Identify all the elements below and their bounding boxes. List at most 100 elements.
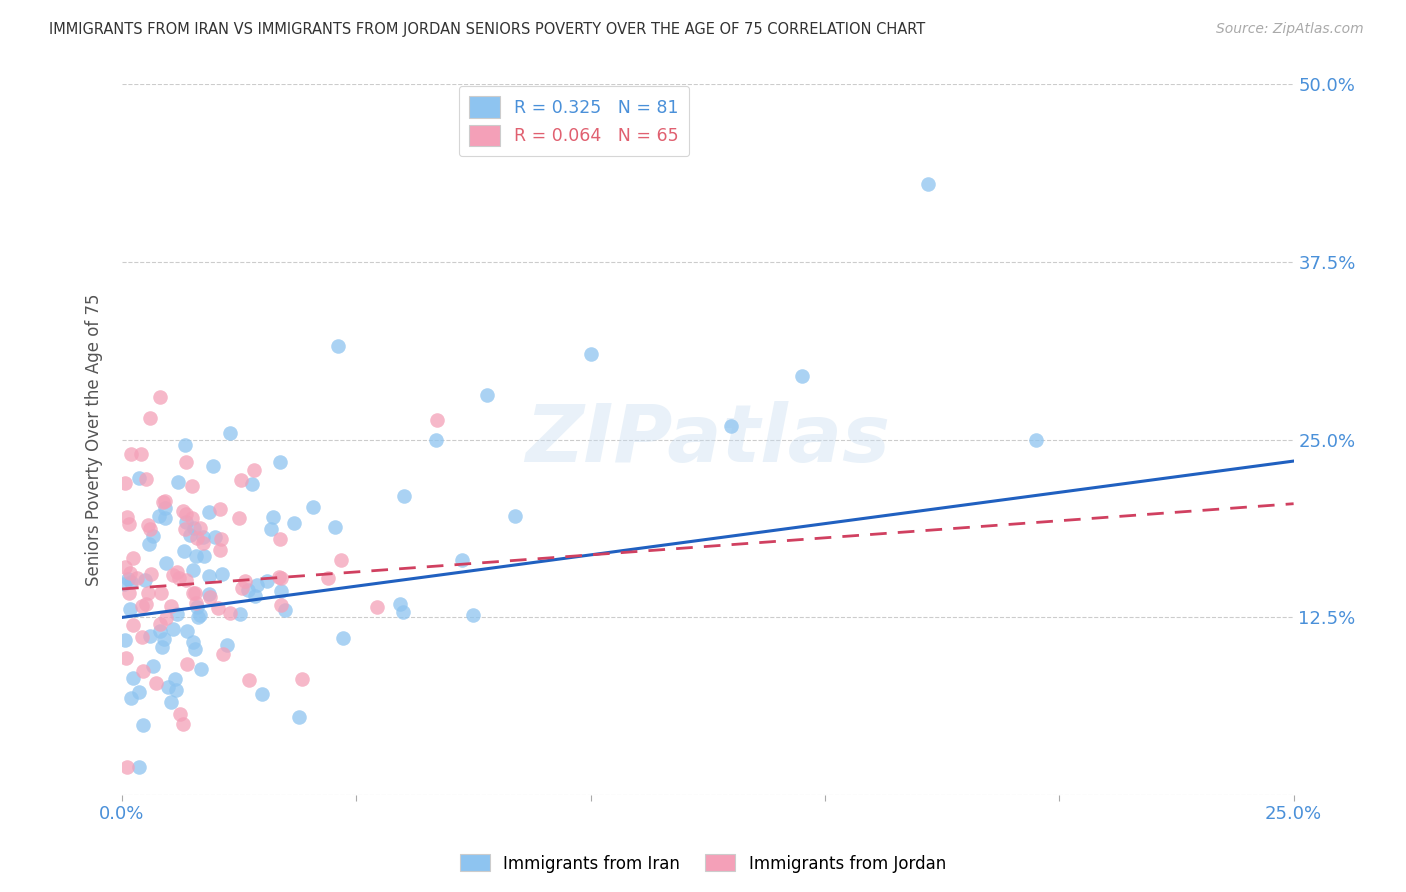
Point: [155, 511, 177, 525]
Point: [155, 611, 177, 625]
Point: [204, 530, 226, 544]
Point: [183, 521, 205, 535]
Point: [326, 339, 349, 353]
Point: [179, 528, 201, 542]
Point: [184, 641, 207, 656]
Point: [114, 559, 136, 574]
Point: [153, 632, 176, 646]
Point: [218, 426, 240, 441]
Point: [166, 565, 188, 579]
Point: [451, 553, 474, 567]
Point: [235, 574, 257, 589]
Point: [201, 458, 224, 473]
Point: [132, 664, 155, 678]
Point: [122, 672, 145, 686]
Point: [329, 553, 352, 567]
Text: Source: ZipAtlas.com: Source: ZipAtlas.com: [1216, 22, 1364, 37]
Point: [148, 390, 170, 404]
Point: [166, 607, 188, 622]
Point: [283, 516, 305, 530]
Point: [176, 657, 198, 672]
Point: [122, 617, 145, 632]
Point: [165, 682, 187, 697]
Point: [209, 532, 232, 546]
Point: [155, 500, 177, 515]
Point: [181, 563, 204, 577]
Point: [240, 477, 263, 491]
Text: ZIPatlas: ZIPatlas: [526, 401, 890, 479]
Point: [475, 388, 498, 402]
Legend: R = 0.325   N = 81, R = 0.064   N = 65: R = 0.325 N = 81, R = 0.064 N = 65: [458, 86, 689, 156]
Point: [198, 505, 221, 519]
Point: [219, 606, 242, 620]
Point: [174, 507, 197, 521]
Point: [332, 632, 354, 646]
Point: [245, 589, 267, 603]
Y-axis label: Seniors Poverty Over the Age of 75: Seniors Poverty Over the Age of 75: [86, 293, 103, 586]
Point: [120, 691, 142, 706]
Point: [211, 567, 233, 582]
Point: [229, 607, 252, 621]
Point: [128, 684, 150, 698]
Point: [134, 574, 156, 588]
Point: [135, 597, 157, 611]
Point: [167, 475, 190, 489]
Point: [193, 549, 215, 563]
Point: [152, 494, 174, 508]
Point: [149, 586, 172, 600]
Point: [114, 476, 136, 491]
Point: [463, 607, 485, 622]
Point: [174, 523, 197, 537]
Point: [180, 479, 202, 493]
Point: [260, 522, 283, 536]
Point: [142, 658, 165, 673]
Point: [145, 676, 167, 690]
Point: [162, 568, 184, 582]
Point: [392, 605, 415, 619]
Point: [211, 647, 233, 661]
Point: [118, 566, 141, 580]
Point: [198, 568, 221, 582]
Point: [270, 571, 292, 585]
Point: [136, 586, 159, 600]
Point: [193, 536, 215, 550]
Point: [150, 640, 173, 654]
Point: [187, 610, 209, 624]
Point: [270, 598, 292, 612]
Point: [128, 471, 150, 485]
Point: [388, 597, 411, 611]
Point: [790, 368, 813, 383]
Point: [366, 599, 388, 614]
Point: [120, 447, 142, 461]
Point: [139, 411, 162, 425]
Point: [503, 509, 526, 524]
Point: [269, 532, 291, 546]
Point: [160, 695, 183, 709]
Point: [174, 455, 197, 469]
Point: [174, 573, 197, 587]
Point: [114, 632, 136, 647]
Point: [148, 509, 170, 524]
Point: [173, 543, 195, 558]
Point: [291, 672, 314, 686]
Point: [139, 566, 162, 581]
Point: [209, 502, 232, 516]
Text: IMMIGRANTS FROM IRAN VS IMMIGRANTS FROM JORDAN SENIORS POVERTY OVER THE AGE OF 7: IMMIGRANTS FROM IRAN VS IMMIGRANTS FROM …: [49, 22, 925, 37]
Point: [190, 662, 212, 676]
Point: [301, 500, 323, 514]
Point: [153, 494, 176, 508]
Point: [188, 607, 211, 622]
Point: [117, 572, 139, 586]
Point: [316, 571, 339, 585]
Point: [579, 347, 602, 361]
Point: [190, 521, 212, 535]
Point: [273, 603, 295, 617]
Point: [426, 413, 449, 427]
Point: [246, 578, 269, 592]
Point: [165, 672, 187, 686]
Point: [120, 574, 142, 589]
Point: [132, 718, 155, 732]
Point: [173, 438, 195, 452]
Point: [118, 517, 141, 532]
Point: [176, 624, 198, 639]
